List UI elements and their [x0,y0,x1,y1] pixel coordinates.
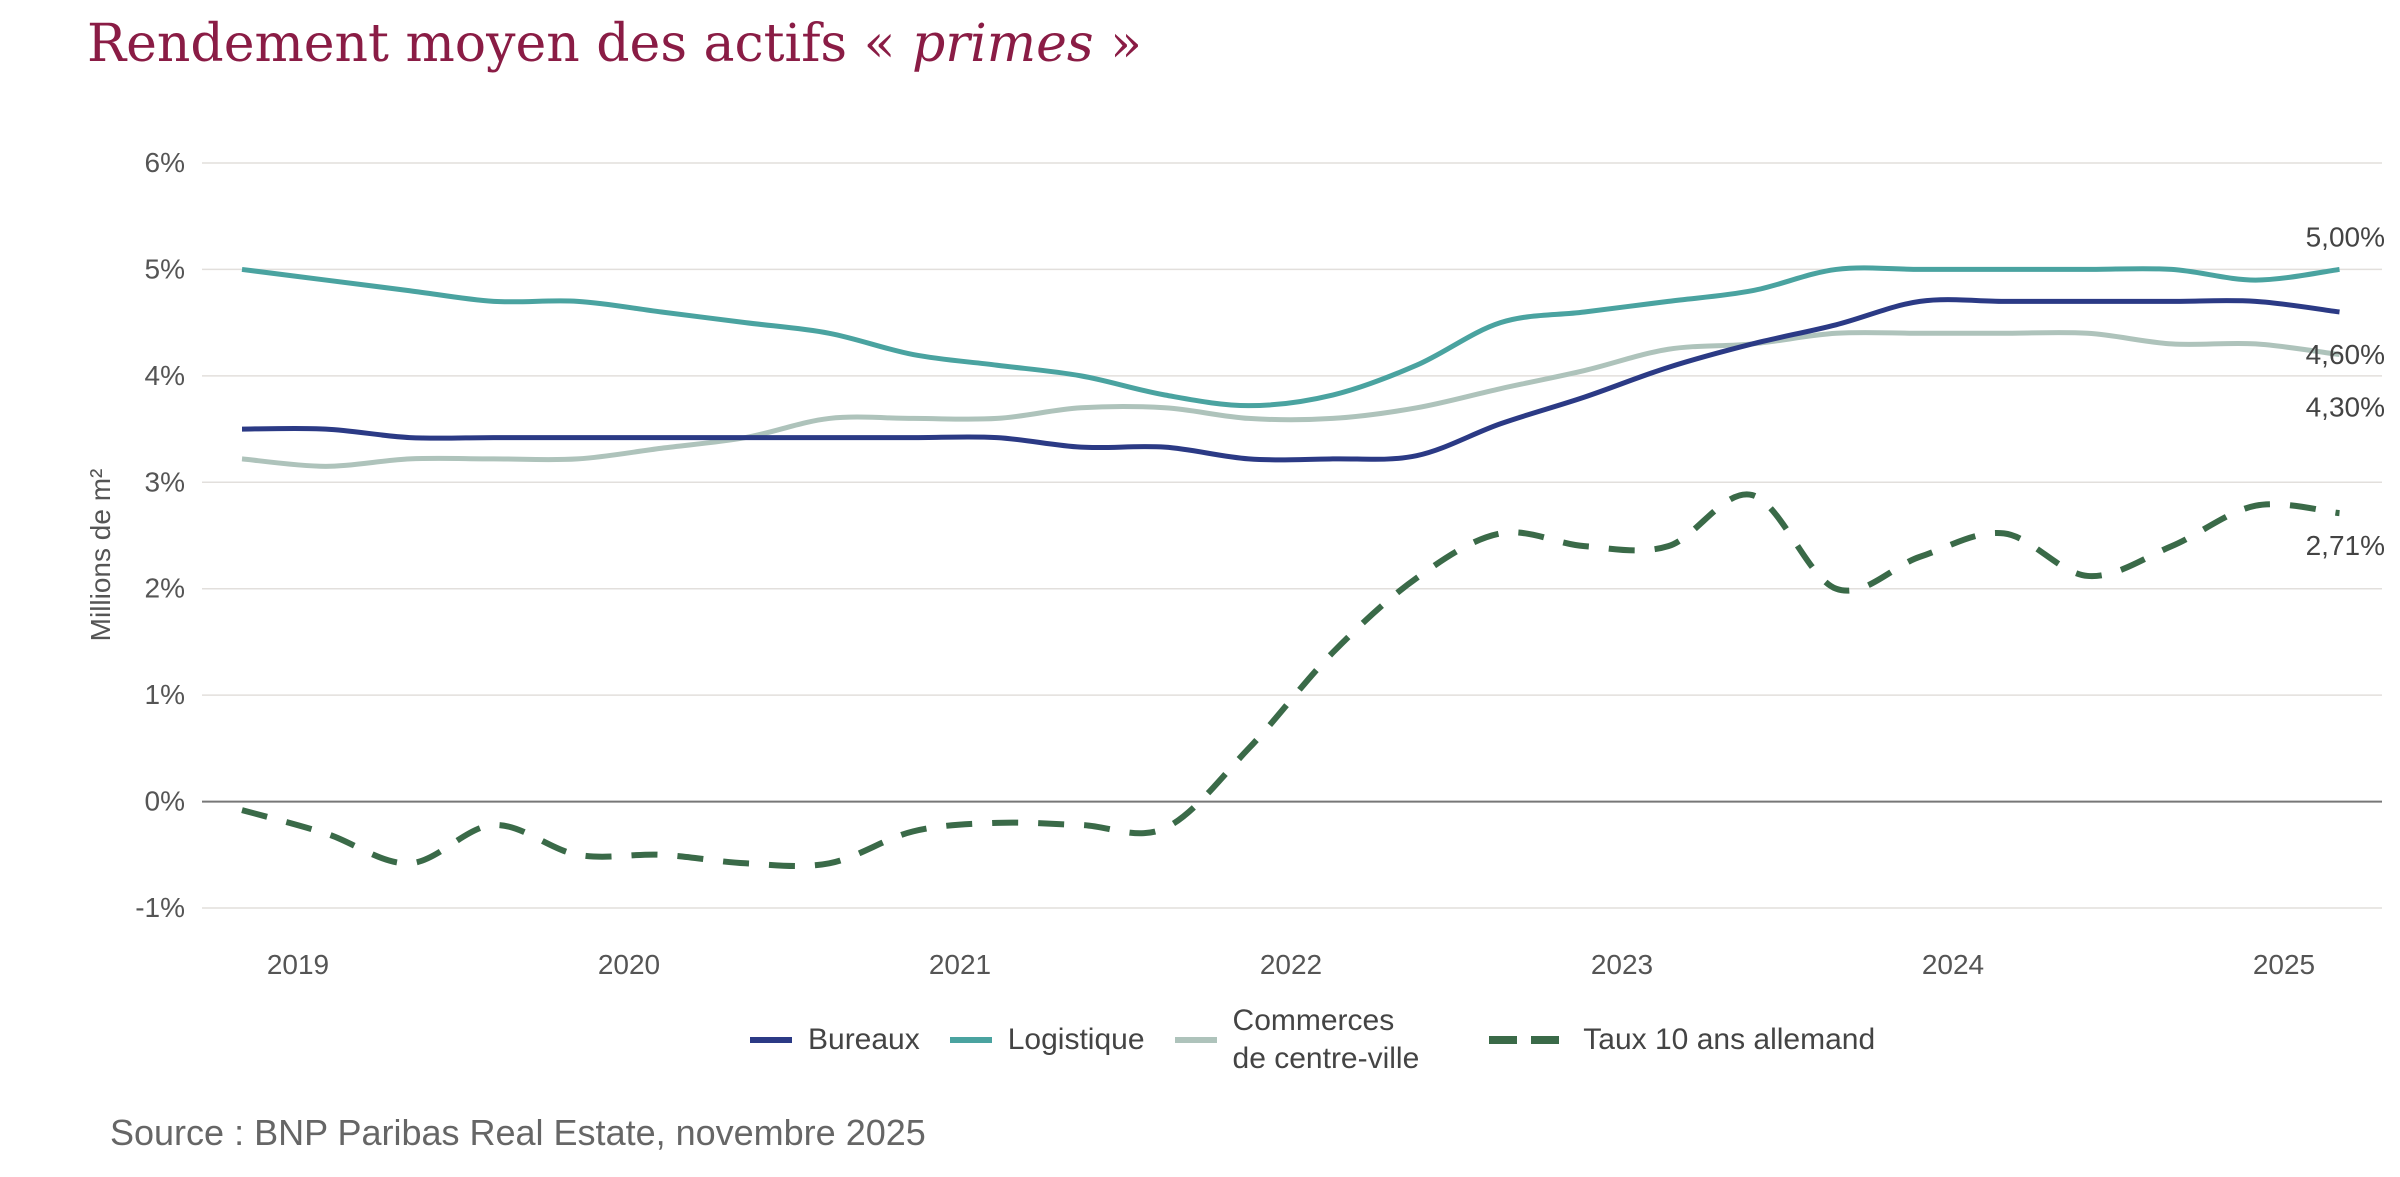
series-line-logistique [241,265,2340,409]
legend: Bureaux Logistique Commerces de centre-vi… [750,1000,1905,1080]
series-line-commerces-de-centre-ville [241,330,2340,469]
end-value-label: 4,60% [2306,339,2385,370]
legend-label: Bureaux [808,1023,920,1056]
x-tick-label: 2021 [929,949,991,980]
legend-item-taux: Taux 10 ans allemand [1449,1023,1875,1057]
y-tick-label: 0% [145,786,185,817]
legend-label: Commerces de centre-ville [1233,1002,1420,1078]
legend-label-line2: de centre-ville [1232,1042,1420,1075]
legend-swatch-bureaux [750,1037,792,1043]
legend-swatch-taux [1489,1036,1560,1044]
legend-swatch-commerces [1174,1037,1217,1043]
y-tick-label: -1% [135,892,185,923]
x-tick-label: 2019 [267,949,329,980]
x-tick-label: 2020 [598,949,660,980]
chart-title: Rendement moyen des actifs « primes » [87,14,1142,74]
y-tick-label: 4% [145,360,185,391]
legend-label: Logistique [1007,1023,1145,1056]
x-tick-label: 2025 [2253,949,2315,980]
legend-item-logistique: Logistique [949,1023,1145,1057]
y-tick-label: 1% [145,679,185,710]
legend-swatch-logistique [949,1037,992,1043]
x-tick-label: 2024 [1922,949,1984,980]
title-italic: primes [912,14,1094,74]
end-value-label: 5,00% [2306,221,2385,252]
end-value-label: 4,30% [2306,392,2385,423]
legend-item-commerces: Commerces de centre-ville [1174,1002,1420,1078]
end-value-label: 2,71% [2306,530,2385,561]
line-chart: -1% 0% 1% 2% 3% 4% 5% 6% Millions de m² 2019 2020 2… [85,147,2385,980]
title-end: » [1093,14,1142,74]
title-main: Rendement moyen des actifs « [87,14,912,74]
y-tick-label: 3% [145,466,185,497]
y-tick-label: 2% [145,573,185,604]
legend-label-line1: Commerces [1232,1004,1395,1037]
y-tick-label: 5% [145,253,185,284]
source-note: Source : BNP Paribas Real Estate, novemb… [110,1112,926,1153]
x-tick-label: 2023 [1591,949,1653,980]
legend-label: Taux 10 ans allemand [1583,1023,1876,1056]
series-line-bureaux [241,297,2340,463]
legend-item-bureaux: Bureaux [750,1023,920,1057]
series-line-taux-10-ans-allemand [241,491,2340,870]
y-axis-label: Millions de m² [85,469,116,642]
y-tick-label: 6% [145,147,185,178]
x-tick-label: 2022 [1260,949,1322,980]
